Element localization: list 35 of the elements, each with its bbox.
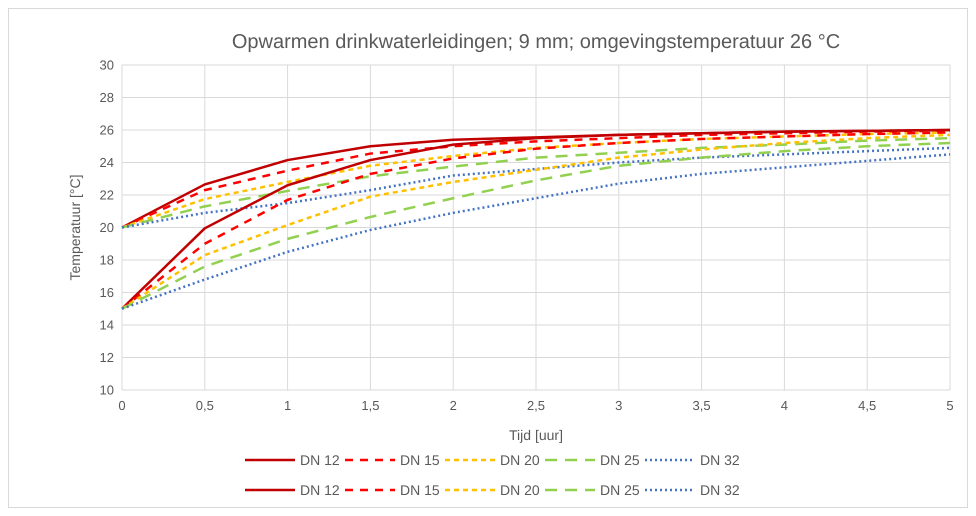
y-tick-label: 24 bbox=[100, 155, 114, 170]
y-tick-label: 18 bbox=[100, 252, 114, 268]
legend-label: DN 20 bbox=[500, 482, 540, 498]
y-axis-title: Temperatuur [°C] bbox=[67, 174, 83, 280]
y-tick-label: 16 bbox=[100, 285, 114, 300]
legend-label: DN 25 bbox=[600, 452, 640, 468]
y-tick-label: 28 bbox=[100, 90, 114, 106]
x-axis-title: Tijd [uur] bbox=[509, 427, 563, 443]
x-tick-label: 4,5 bbox=[858, 398, 876, 413]
y-tick-label: 20 bbox=[100, 220, 114, 236]
chart-title: Opwarmen drinkwaterleidingen; 9 mm; omgevingstemperatuur 26 °C bbox=[232, 31, 840, 53]
legend-label: DN 32 bbox=[700, 452, 740, 468]
y-tick-label: 10 bbox=[100, 382, 114, 398]
legend-label: DN 15 bbox=[400, 452, 440, 468]
x-tick-label: 0 bbox=[118, 398, 126, 413]
x-tick-label: 5 bbox=[946, 398, 954, 413]
x-tick-label: 0,5 bbox=[196, 398, 214, 413]
y-tick-label: 12 bbox=[100, 350, 114, 366]
x-tick-label: 2,5 bbox=[526, 398, 546, 413]
x-tick-label: 1,5 bbox=[361, 398, 380, 413]
x-tick-label: 3 bbox=[615, 398, 622, 413]
y-tick-label: 30 bbox=[100, 58, 114, 73]
legend-label: DN 20 bbox=[500, 452, 540, 468]
legend-label: DN 12 bbox=[300, 452, 340, 468]
x-tick-label: 2 bbox=[450, 398, 457, 413]
legend-label: DN 15 bbox=[400, 482, 440, 498]
legend-label: DN 25 bbox=[600, 482, 640, 498]
legend-label: DN 12 bbox=[300, 482, 340, 498]
x-tick-label: 1 bbox=[284, 398, 292, 413]
y-tick-label: 14 bbox=[100, 318, 114, 333]
x-tick-label: 3,5 bbox=[692, 398, 711, 413]
y-tick-label: 22 bbox=[100, 188, 114, 203]
y-tick-label: 26 bbox=[100, 122, 114, 138]
x-tick-label: 4 bbox=[780, 398, 788, 413]
legend-label: DN 32 bbox=[700, 482, 740, 498]
